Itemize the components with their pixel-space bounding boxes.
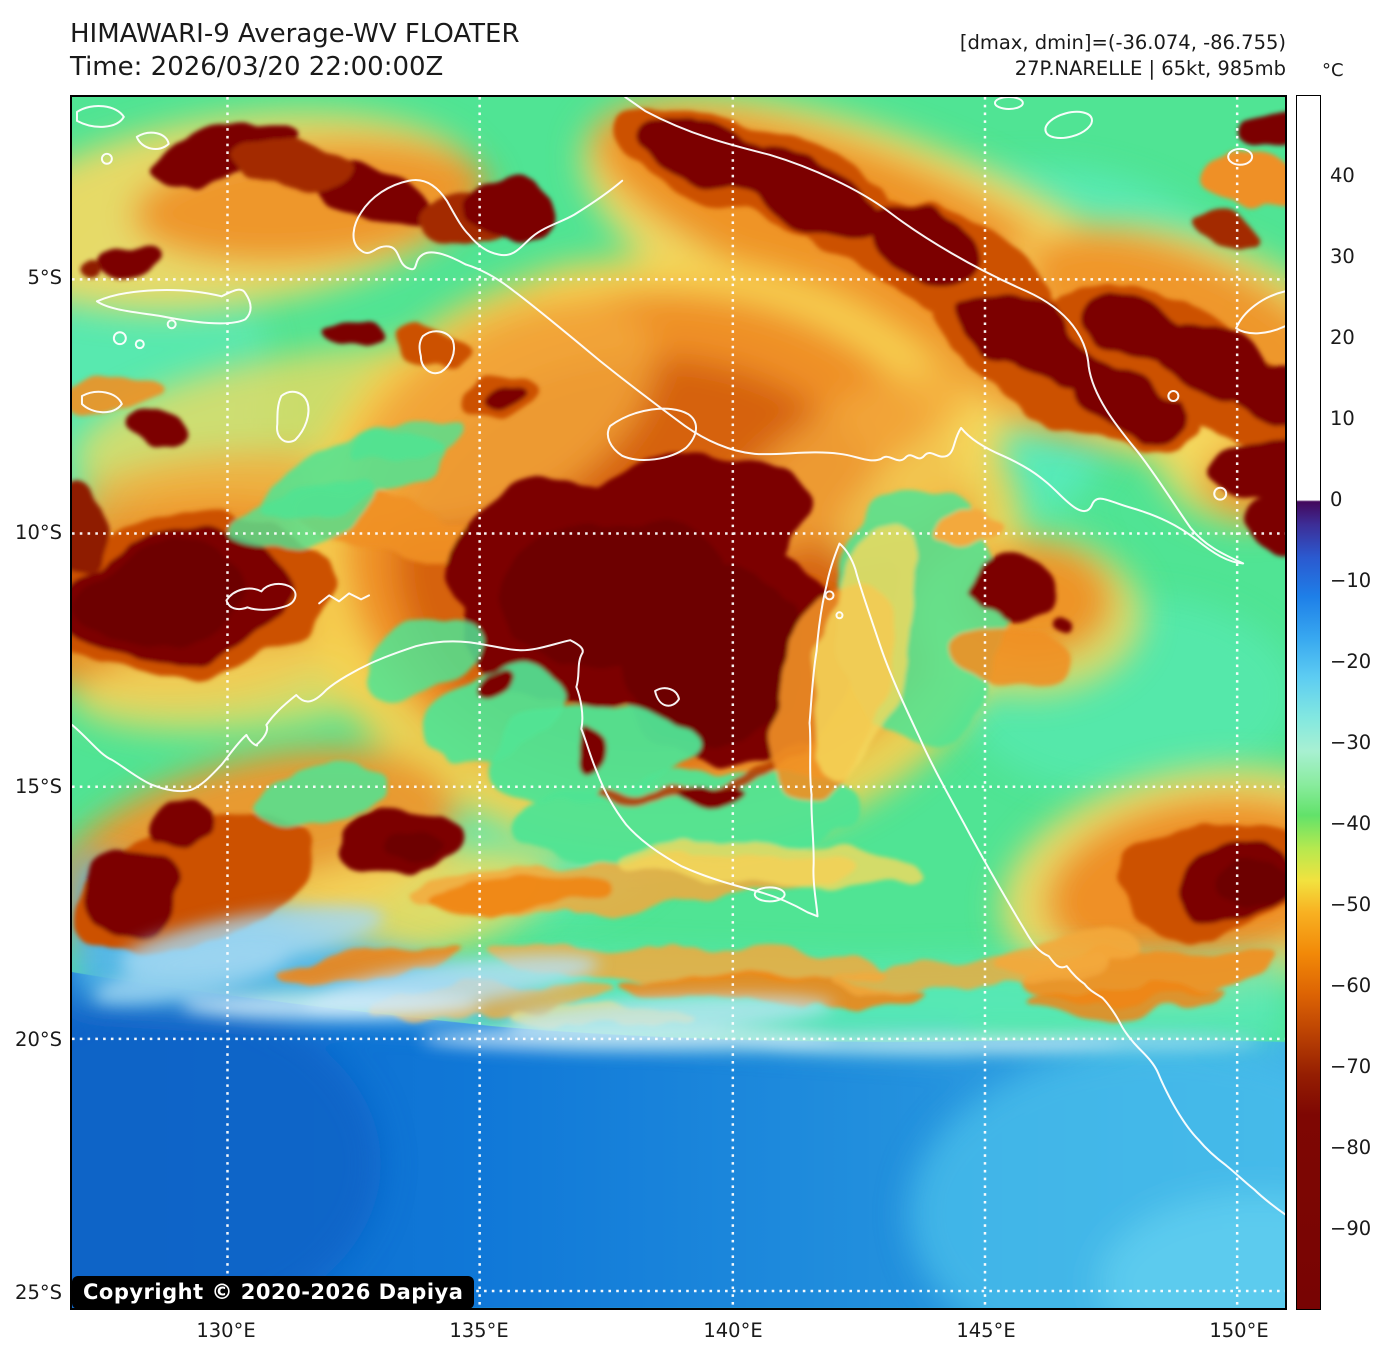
colorbar-tick: −30 xyxy=(1330,731,1372,754)
satellite-map-canvas xyxy=(70,95,1287,1310)
colorbar xyxy=(1296,95,1321,1310)
lon-tick: 135°E xyxy=(449,1319,509,1342)
title-block: HIMAWARI-9 Average-WV FLOATER Time: 2026… xyxy=(70,18,520,84)
colorbar-tick: 10 xyxy=(1330,407,1355,430)
colorbar-tick: −60 xyxy=(1330,974,1372,997)
lat-tick: 20°S xyxy=(15,1028,62,1051)
colorbar-tick: 30 xyxy=(1330,245,1355,268)
colorbar-tick: −50 xyxy=(1330,893,1372,916)
lat-tick: 15°S xyxy=(15,775,62,798)
storm-info-readout: 27P.NARELLE | 65kt, 985mb xyxy=(1014,57,1286,80)
colorbar-tick: −10 xyxy=(1330,569,1372,592)
copyright-badge: Copyright © 2020-2026 Dapiya xyxy=(72,1276,475,1309)
colorbar-tick: 20 xyxy=(1330,326,1355,349)
lon-tick: 145°E xyxy=(956,1319,1016,1342)
info-block: [dmax, dmin]=(-36.074, -86.755) 27P.NARE… xyxy=(960,30,1286,82)
timestamp: Time: 2026/03/20 22:00:00Z xyxy=(70,52,444,82)
lat-tick: 5°S xyxy=(27,266,62,289)
colorbar-tick: −80 xyxy=(1330,1136,1372,1159)
wv-imagery xyxy=(72,97,1285,1308)
lon-tick: 140°E xyxy=(703,1319,763,1342)
colorbar-unit-label: °C xyxy=(1322,60,1344,81)
page-title: HIMAWARI-9 Average-WV FLOATER xyxy=(70,19,520,49)
colorbar-tick: −70 xyxy=(1330,1055,1372,1078)
colorbar-tick: 40 xyxy=(1330,164,1355,187)
lon-tick: 130°E xyxy=(196,1319,256,1342)
colorbar-tick: −40 xyxy=(1330,812,1372,835)
colorbar-tick: 0 xyxy=(1330,488,1343,511)
colorbar-tick: −20 xyxy=(1330,650,1372,673)
lat-tick: 10°S xyxy=(15,521,62,544)
coastlines xyxy=(72,97,1285,1216)
colorbar-tick: −90 xyxy=(1330,1217,1372,1240)
dmax-dmin-readout: [dmax, dmin]=(-36.074, -86.755) xyxy=(959,31,1286,54)
lat-tick: 25°S xyxy=(15,1281,62,1304)
lon-tick: 150°E xyxy=(1209,1319,1269,1342)
